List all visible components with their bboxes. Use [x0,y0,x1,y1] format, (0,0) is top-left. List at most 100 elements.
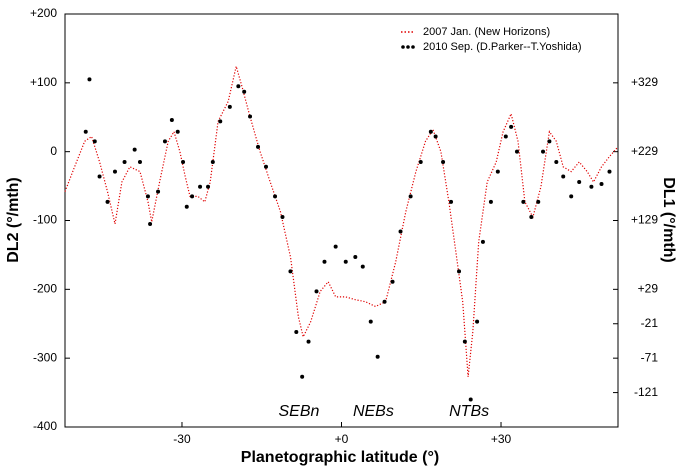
data-point [263,164,268,169]
data-point [495,169,500,174]
annotation: NEBs [353,403,394,420]
data-point [521,199,526,204]
data-point [408,194,413,199]
data-point [132,147,137,152]
data-point [112,169,117,174]
data-point [468,397,473,402]
x-tick-label: +30 [491,432,512,446]
plot-frame [64,13,619,428]
data-point [122,159,127,164]
x-axis-title: Planetographic latitude (°) [241,449,439,466]
data-point [441,159,446,164]
data-point [97,174,102,179]
x-tick-label: -30 [173,432,191,446]
data-point [561,174,566,179]
data-point [314,289,319,294]
data-point [480,239,485,244]
data-point [554,159,559,164]
data-point [206,184,211,189]
data-point [449,199,454,204]
data-point [227,104,232,109]
data-point [137,159,142,164]
data-point [333,244,338,249]
data-point [184,204,189,209]
data-point [210,159,215,164]
data-point [105,199,110,204]
data-point [87,77,92,82]
data-point [368,319,373,324]
data-point [398,229,403,234]
legend-label: 2010 Sep. (D.Parker--T.Yoshida) [423,41,582,53]
data-line [64,66,619,377]
data-point [488,199,493,204]
y-tick-label: 0 [50,144,57,158]
y2-tick-label: -71 [641,350,659,364]
data-point [148,221,153,226]
data-point [514,149,519,154]
y-tick-label: -100 [33,213,57,227]
data-point [162,139,167,144]
y2-tick-label: +229 [631,144,658,158]
data-point [577,179,582,184]
data-point [433,134,438,139]
data-point [242,89,247,94]
y2-tick-label: +129 [631,213,658,227]
data-point [536,199,541,204]
data-point [529,215,534,220]
data-point [175,129,180,134]
y2-tick-label: +329 [631,75,658,89]
data-point [418,159,423,164]
data-point [475,319,480,324]
data-point [294,330,299,335]
data-point [273,194,278,199]
data-point [509,124,514,129]
y-tick-label: -200 [33,282,57,296]
data-point [428,129,433,134]
data-point [503,134,508,139]
data-point [343,259,348,264]
data-point [457,269,462,274]
y-tick-label: -300 [33,350,57,364]
y2-tick-label: -21 [641,316,659,330]
data-point [599,182,604,187]
legend-marker [406,45,410,49]
data-point [145,194,150,199]
data-point [280,215,285,220]
data-point [541,149,546,154]
data-point [353,254,358,259]
data-point [83,129,88,134]
y2-axis-title: DL1 (°/mth) [660,177,677,263]
data-point [248,114,253,119]
data-point [569,194,574,199]
legend-marker [401,45,405,49]
data-point [462,339,467,344]
data-point [190,194,195,199]
data-point [375,354,380,359]
data-point [156,189,161,194]
y-tick-label: +100 [30,75,57,89]
data-point [607,169,612,174]
data-point [236,84,241,89]
data-point [181,159,186,164]
y-tick-label: -400 [33,419,57,433]
data-point [256,144,261,149]
data-point [92,139,97,144]
data-point [589,184,594,189]
y-tick-label: +200 [30,6,57,20]
data-point [198,184,203,189]
annotation: SEBn [279,403,320,420]
data-point [547,139,552,144]
data-point [306,339,311,344]
data-point [300,374,305,379]
y2-tick-label: -121 [634,385,658,399]
y2-tick-label: +29 [638,282,659,296]
annotation: NTBs [449,403,489,420]
y-axis-title: DL2 (°/mth) [5,177,22,263]
x-tick-label: +0 [335,432,349,446]
legend-label: 2007 Jan. (New Horizons) [423,26,550,38]
data-point [390,279,395,284]
data-point [169,118,174,123]
data-point [360,264,365,269]
data-point [218,119,223,124]
